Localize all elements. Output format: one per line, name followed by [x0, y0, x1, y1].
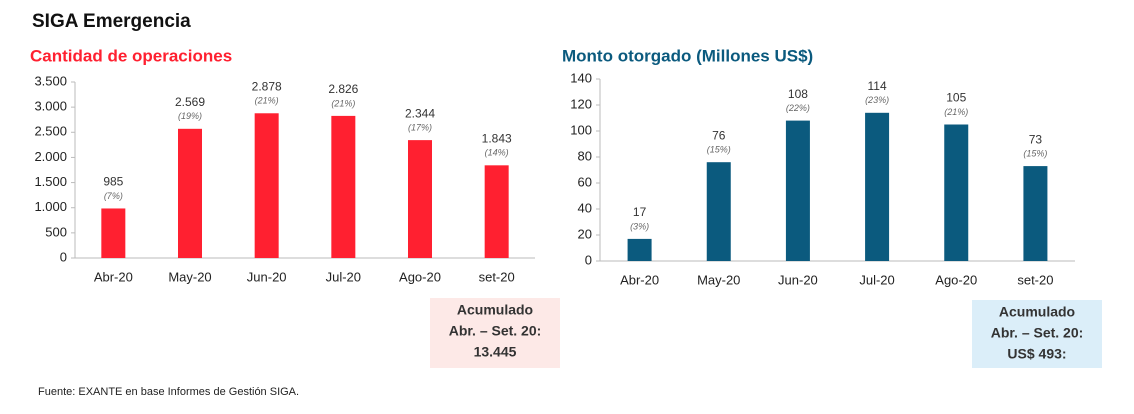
- y-tick-label: 60: [578, 174, 592, 189]
- source-note: Fuente: EXANTE en base Informes de Gesti…: [38, 386, 299, 398]
- value-label: 73: [1029, 132, 1043, 146]
- y-tick-label: 100: [570, 122, 592, 137]
- x-tick-label: Jun-20: [778, 272, 818, 287]
- share-label: (23%): [865, 95, 889, 105]
- x-tick-label: May-20: [168, 269, 211, 284]
- y-tick-label: 140: [570, 70, 592, 85]
- value-label: 985: [103, 175, 123, 189]
- value-label: 2.878: [252, 79, 282, 93]
- bar: [785, 120, 810, 261]
- annotation-line: Acumulado: [457, 302, 533, 318]
- share-label: (15%): [1023, 148, 1047, 158]
- bar: [865, 112, 890, 261]
- annotation-line: US$ 493:: [1007, 346, 1066, 362]
- y-tick-label: 2.000: [34, 149, 67, 164]
- x-tick-label: Jun-20: [247, 269, 287, 284]
- bar: [254, 113, 279, 259]
- value-label: 105: [946, 91, 966, 105]
- y-tick-label: 20: [578, 226, 592, 241]
- x-tick-label: Ago-20: [399, 269, 441, 284]
- bar: [331, 115, 356, 258]
- value-label: 17: [633, 205, 647, 219]
- x-tick-label: Ago-20: [935, 272, 977, 287]
- bar: [178, 128, 202, 258]
- page-title: SIGA Emergencia: [32, 11, 191, 32]
- share-label: (21%): [255, 96, 279, 106]
- bar: [944, 124, 969, 261]
- bar: [408, 140, 432, 258]
- y-tick-label: 3.500: [34, 73, 67, 88]
- chart-title: Monto otorgado (Millones US$): [562, 46, 813, 65]
- x-tick-label: Abr-20: [620, 272, 659, 287]
- y-tick-label: 120: [570, 96, 592, 111]
- bar: [706, 162, 731, 261]
- x-tick-label: Jul-20: [326, 269, 361, 284]
- chart-title: Cantidad de operaciones: [30, 46, 232, 65]
- y-tick-label: 1.000: [34, 199, 67, 214]
- share-label: (14%): [485, 148, 509, 158]
- bar: [101, 208, 126, 258]
- share-label: (19%): [178, 111, 202, 121]
- annotation-line: Abr. – Set. 20:: [449, 323, 542, 339]
- share-label: (21%): [331, 98, 355, 108]
- x-tick-label: set-20: [479, 269, 515, 284]
- share-label: (17%): [408, 123, 432, 133]
- share-label: (3%): [630, 221, 649, 231]
- annotation-box: [430, 298, 560, 368]
- share-label: (15%): [707, 145, 731, 155]
- value-label: 76: [712, 128, 726, 142]
- annotation-line: Abr. – Set. 20:: [991, 325, 1084, 341]
- y-tick-label: 500: [45, 224, 67, 239]
- annotation-box: [972, 300, 1102, 368]
- share-label: (21%): [944, 107, 968, 117]
- y-tick-label: 40: [578, 200, 592, 215]
- value-label: 1.843: [482, 131, 512, 145]
- y-tick-label: 1.500: [34, 174, 67, 189]
- value-label: 2.826: [328, 82, 358, 96]
- y-tick-label: 80: [578, 148, 592, 163]
- value-label: 2.569: [175, 95, 205, 109]
- share-label: (7%): [104, 191, 123, 201]
- x-tick-label: May-20: [697, 272, 740, 287]
- y-tick-label: 2.500: [34, 124, 67, 139]
- bar: [484, 165, 509, 258]
- x-tick-label: Jul-20: [859, 272, 894, 287]
- share-label: (22%): [786, 103, 810, 113]
- bar: [1023, 166, 1048, 261]
- x-tick-label: set-20: [1017, 272, 1053, 287]
- y-tick-label: 0: [585, 252, 592, 267]
- value-label: 2.344: [405, 106, 435, 120]
- value-label: 108: [788, 87, 808, 101]
- annotation-line: 13.445: [474, 344, 517, 360]
- x-tick-label: Abr-20: [94, 269, 133, 284]
- y-tick-label: 0: [60, 249, 67, 264]
- y-tick-label: 3.000: [34, 99, 67, 114]
- value-label: 114: [868, 79, 887, 93]
- bar: [627, 238, 652, 261]
- annotation-line: Acumulado: [999, 304, 1075, 320]
